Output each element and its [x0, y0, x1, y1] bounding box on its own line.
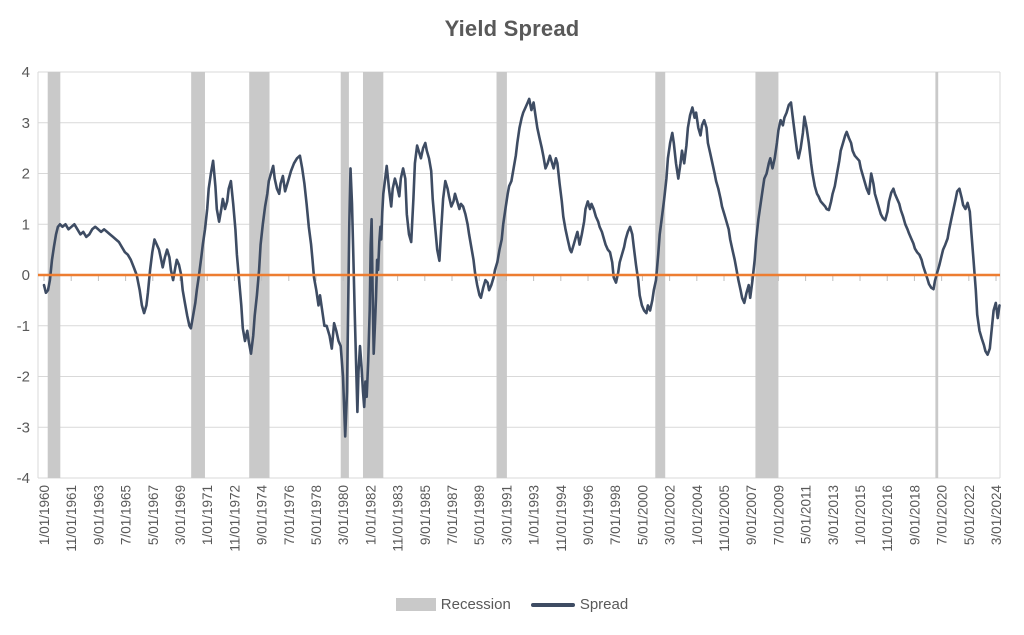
x-axis-label: 5/01/1989	[472, 485, 487, 545]
x-axis-label: 9/01/2007	[744, 485, 759, 545]
x-axis-label: 9/01/1963	[91, 485, 106, 545]
x-axis-label: 7/01/1965	[119, 485, 134, 545]
x-axis-label: 5/01/1978	[309, 485, 324, 545]
spread-line-swatch	[530, 602, 575, 607]
x-axis-label: 7/01/1976	[282, 485, 297, 545]
x-axis-label: 1/01/2004	[690, 485, 705, 546]
x-axis-label: 9/01/1974	[255, 485, 270, 546]
x-axis-label: 7/01/2020	[935, 485, 950, 545]
spread-line	[42, 97, 1001, 438]
x-axis-label: 1/01/1982	[363, 485, 378, 545]
y-axis-label: 0	[22, 267, 30, 284]
y-axis-label: 3	[22, 115, 30, 132]
x-axis-label: 5/01/1967	[146, 485, 161, 545]
legend-label: Spread	[579, 596, 629, 613]
y-axis-label: -4	[17, 470, 30, 487]
x-axis-label: 11/01/1983	[391, 485, 406, 552]
recession-swatch	[395, 598, 436, 611]
x-axis-label: 11/01/1972	[227, 485, 242, 552]
x-axis-label: 7/01/1998	[608, 485, 623, 545]
x-axis-label: 1/01/2015	[853, 485, 868, 545]
x-axis-label: 3/01/1969	[173, 485, 188, 545]
x-axis-label: 3/01/2002	[663, 485, 678, 545]
y-axis-label: 4	[22, 64, 30, 81]
legend-label: Recession	[440, 596, 511, 613]
x-axis-label: 1/01/1960	[37, 485, 52, 545]
x-axis-label: 11/01/2016	[880, 485, 895, 552]
x-axis-label: 5/01/2011	[799, 485, 814, 544]
y-axis-label: 1	[22, 216, 30, 233]
x-axis-label: 1/01/1993	[527, 485, 542, 545]
chart-title: Yield Spread	[444, 16, 580, 41]
legend: Recession Spread	[0, 596, 1024, 613]
x-axis-label: 11/01/1994	[554, 485, 569, 552]
x-axis-label: 9/01/1996	[581, 485, 596, 545]
x-axis-label: 11/01/2005	[717, 485, 732, 552]
x-axis-label: 1/01/1971	[200, 485, 215, 545]
x-axis-label: 3/01/2013	[826, 485, 841, 545]
x-axis-label: 7/01/1987	[445, 485, 460, 545]
x-axis-label: 9/01/1985	[418, 485, 433, 545]
x-axis-label: 3/01/1980	[336, 485, 351, 545]
y-axis-label: -2	[17, 369, 30, 386]
x-axis-label: 11/01/1961	[64, 485, 79, 552]
x-axis-label: 3/01/1991	[499, 485, 514, 545]
x-axis-label: 9/01/2018	[907, 485, 922, 545]
x-axis-label: 3/01/2024	[989, 485, 1004, 546]
y-axis-label: 2	[22, 166, 30, 183]
x-axis-label: 5/01/2022	[962, 485, 977, 545]
y-axis-label: -3	[17, 419, 30, 436]
x-axis-label: 7/01/2009	[771, 485, 786, 545]
legend-item-spread: Spread	[530, 596, 629, 613]
legend-item-recession: Recession	[395, 596, 511, 613]
x-axis-label: 5/01/2000	[635, 485, 650, 545]
y-axis-label: -1	[17, 318, 30, 335]
